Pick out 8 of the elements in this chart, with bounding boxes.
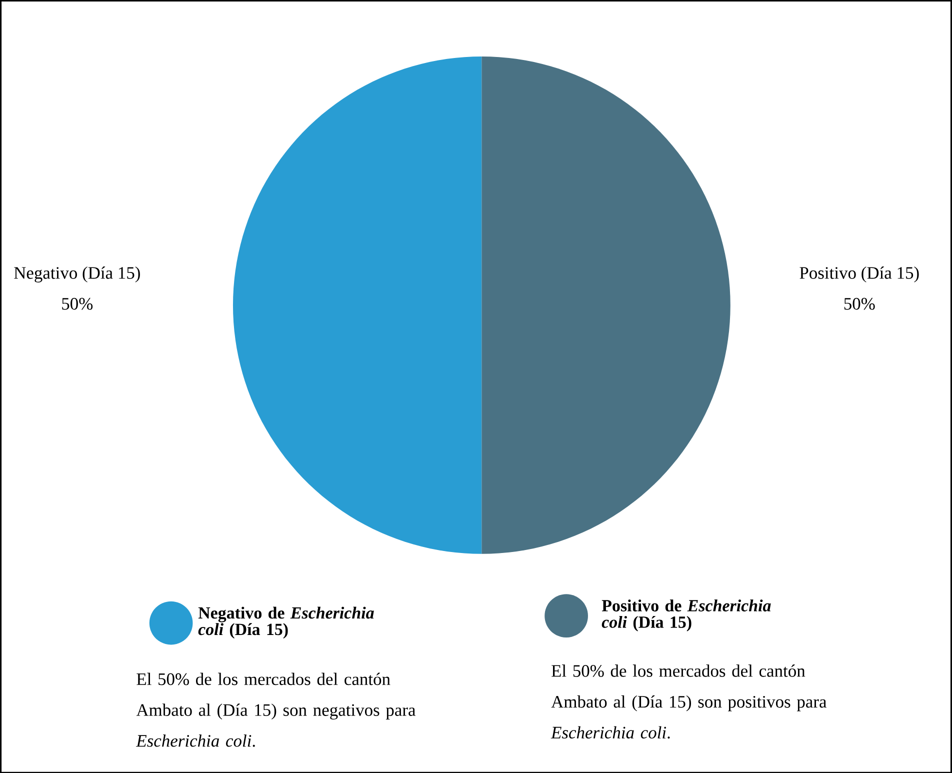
data-label: 50% (844, 298, 875, 310)
text: Positivo de Escherichia coli (Día 15) (602, 599, 771, 632)
data-label: 50% (62, 298, 93, 310)
text: El 50% de los mercados del cantón Ambato al (Día 15) son positivos para Escherichia coli. (550, 664, 826, 738)
text: Negativo de Escherichia coli (Día 15) (198, 606, 374, 638)
slice-label: Positivo (Día 15) (800, 266, 919, 282)
slice-label: Negativo (Día 15) (14, 266, 140, 282)
text: El 50% de los mercados del cantón Ambato al (Día 15) son negativos para Escherichia coli. (136, 672, 416, 747)
